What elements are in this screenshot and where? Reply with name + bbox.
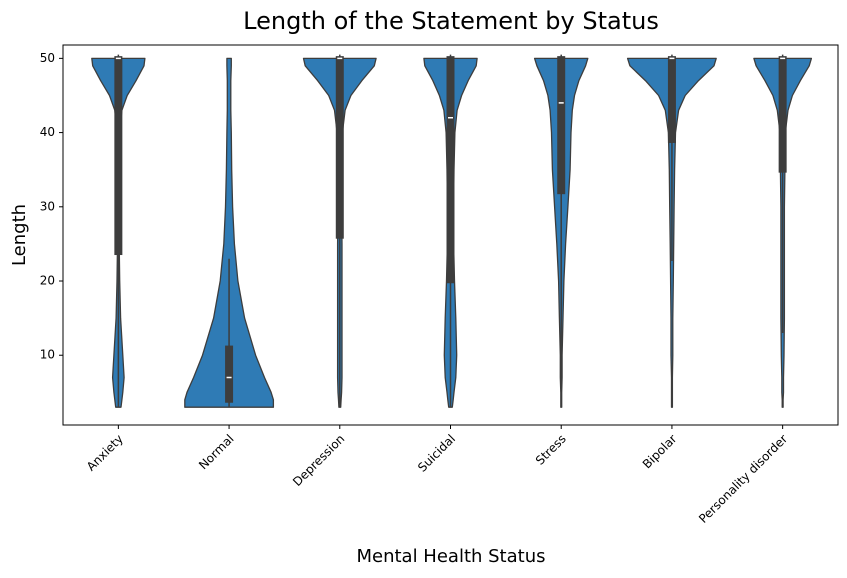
violin-body [184, 57, 275, 408]
x-tick-label: Depression [290, 432, 347, 489]
y-tick-label: 30 [40, 199, 55, 213]
y-tick-label: 20 [40, 274, 55, 288]
y-tick-label: 50 [40, 51, 55, 65]
x-tick-label: Normal [196, 432, 237, 473]
box [557, 56, 566, 195]
x-tick-label: Anxiety [84, 432, 126, 474]
box [225, 345, 234, 403]
box [778, 56, 787, 173]
x-tick-label: Personality disorder [696, 432, 790, 526]
x-tick-label: Suicidal [415, 432, 458, 475]
y-tick-label: 40 [40, 125, 55, 139]
y-tick-label: 10 [40, 348, 55, 362]
y-axis-label: Length [9, 204, 30, 266]
box [335, 56, 344, 239]
x-axis-label: Mental Health Status [356, 546, 545, 567]
x-tick-label: Stress [533, 432, 569, 468]
x-tick-label: Bipolar [640, 432, 680, 472]
chart-title: Length of the Statement by Status [243, 7, 659, 35]
box [114, 56, 123, 256]
box [667, 56, 676, 143]
box [446, 56, 455, 284]
